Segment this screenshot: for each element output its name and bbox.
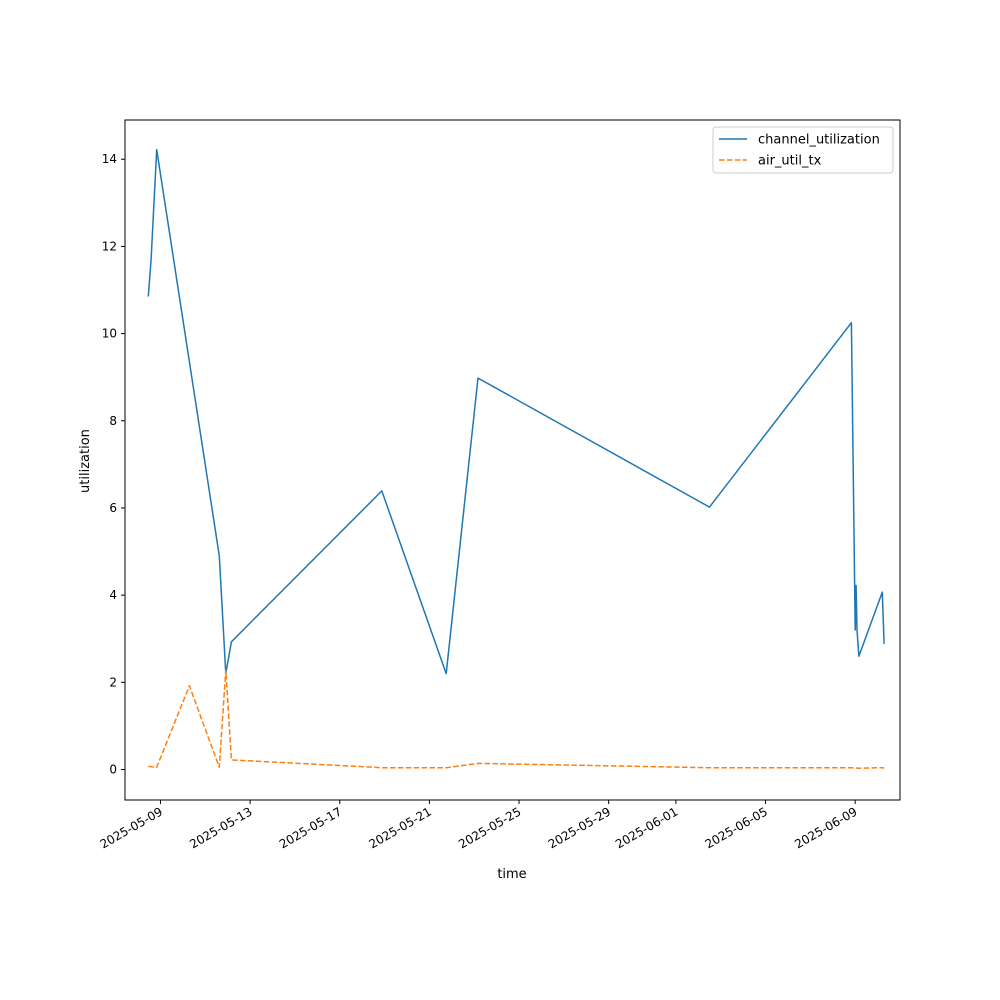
y-tick-label: 14 — [102, 152, 117, 166]
legend-label-channel_utilization: channel_utilization — [758, 133, 880, 148]
legend-label-air_util_tx: air_util_tx — [758, 154, 822, 169]
y-tick-label: 4 — [109, 588, 117, 602]
plot-frame — [124, 119, 901, 801]
y-tick-label: 2 — [109, 675, 117, 689]
legend-box — [712, 126, 894, 174]
y-axis-label: utilization — [78, 429, 93, 493]
y-tick-label: 12 — [102, 239, 117, 253]
y-tick-label: 10 — [102, 327, 117, 341]
y-tick-label: 8 — [109, 414, 117, 428]
y-tick-label: 0 — [109, 762, 117, 776]
series-line-channel_utilization — [147, 148, 885, 675]
legend: channel_utilization air_util_tx — [712, 126, 894, 174]
series-layer — [147, 148, 885, 769]
x-axis-label: time — [497, 867, 526, 882]
series-line-air_util_tx — [148, 669, 885, 769]
y-tick-label: 6 — [109, 501, 117, 515]
y-axis: 0 2 4 6 8 10 12 14 — [102, 152, 125, 776]
